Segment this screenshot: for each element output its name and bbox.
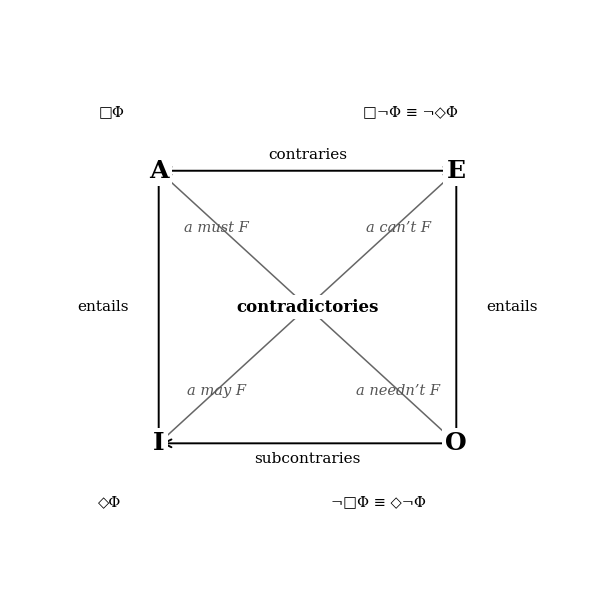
Text: a can’t F: a can’t F <box>365 221 431 235</box>
Text: ◇Φ: ◇Φ <box>98 496 121 509</box>
Text: entails: entails <box>487 300 538 314</box>
Text: E: E <box>447 159 466 183</box>
Text: a may F: a may F <box>187 384 247 398</box>
Text: entails: entails <box>77 300 128 314</box>
Text: contraries: contraries <box>268 148 347 162</box>
Text: I: I <box>153 431 164 455</box>
Text: □Φ: □Φ <box>98 104 124 119</box>
Text: contradictories: contradictories <box>236 299 379 316</box>
Text: □¬Φ ≡ ¬◇Φ: □¬Φ ≡ ¬◇Φ <box>364 104 458 119</box>
Text: subcontraries: subcontraries <box>254 453 361 467</box>
Text: A: A <box>149 159 169 183</box>
Text: ¬□Φ ≡ ◇¬Φ: ¬□Φ ≡ ◇¬Φ <box>331 496 425 509</box>
Text: O: O <box>445 431 467 455</box>
Text: a needn’t F: a needn’t F <box>356 384 440 398</box>
Text: a must F: a must F <box>184 221 249 235</box>
